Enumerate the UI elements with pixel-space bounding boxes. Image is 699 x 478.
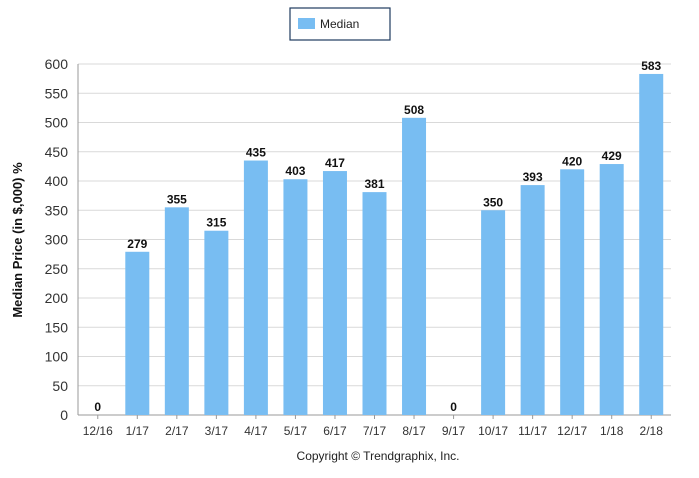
- y-tick-labels: 0 50 100 150 200 250 300 350 400 450 500 550 600: [45, 56, 69, 423]
- x-tick-labels: 12/16 1/17 2/17 3/17 4/17 5/17 6/17 7/17 8/17 9/1…: [83, 424, 663, 438]
- x-tick-label: 6/17: [323, 424, 347, 438]
- legend-swatch: [298, 18, 315, 29]
- data-label: 279: [127, 237, 147, 251]
- copyright-footer: Copyright © Trendgraphix, Inc.: [297, 449, 460, 463]
- bar-1-18: [599, 164, 624, 415]
- bar-2-17: [164, 207, 189, 415]
- data-label: 417: [325, 156, 345, 170]
- data-label: 403: [285, 164, 305, 178]
- legend-label: Median: [320, 17, 359, 31]
- y-tick-label: 500: [45, 115, 69, 131]
- data-label: 355: [167, 192, 187, 206]
- data-label: 0: [94, 400, 101, 414]
- bar-12-17: [560, 169, 585, 415]
- y-tick-label: 150: [45, 319, 69, 335]
- x-tick-label: 5/17: [284, 424, 308, 438]
- x-tick-label: 3/17: [205, 424, 229, 438]
- y-tick-label: 250: [45, 261, 69, 277]
- x-tick-label: 10/17: [478, 424, 508, 438]
- bar-1-17: [125, 251, 150, 415]
- data-label: 429: [602, 149, 622, 163]
- bar-11-17: [520, 185, 545, 415]
- bar-5-17: [283, 179, 308, 415]
- x-tick-label: 1/17: [126, 424, 150, 438]
- x-tick-label: 8/17: [402, 424, 426, 438]
- x-tick-label: 2/17: [165, 424, 189, 438]
- y-tick-label: 50: [52, 378, 68, 394]
- y-tick-label: 550: [45, 85, 69, 101]
- data-label: 420: [562, 154, 582, 168]
- data-labels: 0 279 355 315 435 403 417 381 508 0 350 393 420 429 58…: [94, 59, 661, 414]
- x-tick-label: 2/18: [640, 424, 664, 438]
- y-tick-label: 450: [45, 144, 69, 160]
- y-tick-label: 350: [45, 202, 69, 218]
- bar-7-17: [362, 192, 387, 415]
- x-tick-label: 9/17: [442, 424, 466, 438]
- x-tick-label: 12/16: [83, 424, 113, 438]
- data-label: 381: [364, 177, 384, 191]
- data-label: 393: [523, 170, 543, 184]
- y-tick-label: 600: [45, 56, 69, 72]
- bar-6-17: [322, 171, 347, 415]
- x-tick-label: 4/17: [244, 424, 268, 438]
- bar-8-17: [402, 117, 427, 415]
- data-label: 350: [483, 195, 503, 209]
- y-tick-label: 100: [45, 349, 69, 365]
- bar-10-17: [481, 210, 506, 415]
- x-tick-label: 7/17: [363, 424, 387, 438]
- data-label: 435: [246, 146, 266, 160]
- bar-4-17: [243, 160, 268, 415]
- x-tick-label: 11/17: [518, 424, 547, 438]
- y-tick-label: 0: [60, 407, 68, 423]
- data-label: 0: [450, 400, 457, 414]
- bar-2-18: [639, 73, 664, 415]
- y-tick-label: 400: [45, 173, 69, 189]
- data-label: 508: [404, 103, 424, 117]
- x-tick-label: 1/18: [600, 424, 624, 438]
- legend: Median: [289, 7, 391, 41]
- data-label: 583: [641, 59, 661, 73]
- y-axis-title: Median Price (in $,000) %: [10, 162, 25, 318]
- data-label: 315: [206, 216, 226, 230]
- bars: [125, 73, 664, 415]
- bar-3-17: [204, 230, 229, 415]
- y-tick-label: 200: [45, 290, 69, 306]
- y-tick-label: 300: [45, 232, 69, 248]
- x-tick-label: 12/17: [557, 424, 587, 438]
